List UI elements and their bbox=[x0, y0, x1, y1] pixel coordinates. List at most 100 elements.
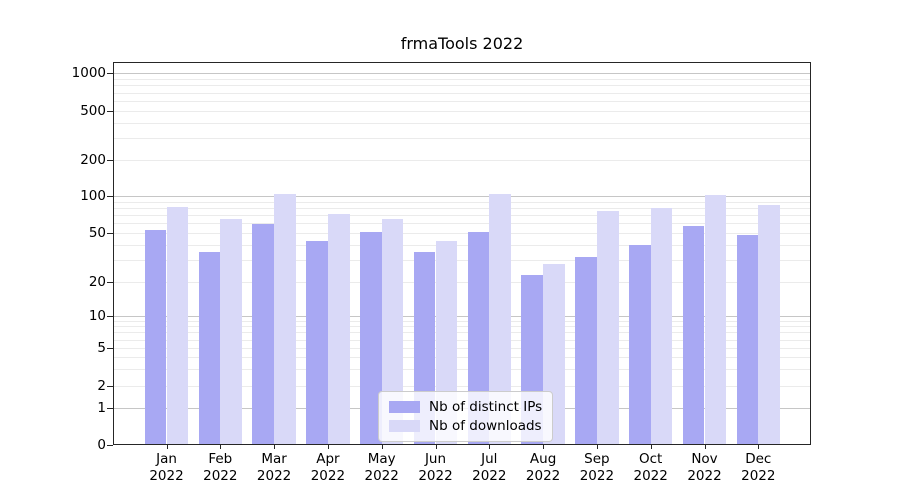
minor-gridline bbox=[113, 201, 811, 203]
major-gridline bbox=[113, 316, 811, 317]
x-tick-label: Oct 2022 bbox=[633, 451, 668, 484]
bar-downloads bbox=[166, 207, 189, 445]
bar-downloads bbox=[704, 195, 727, 445]
x-tick-label: Dec 2022 bbox=[741, 451, 776, 484]
legend: Nb of distinct IPs Nb of downloads bbox=[378, 391, 554, 442]
y-tick-mark bbox=[107, 445, 113, 446]
bar-downloads bbox=[327, 213, 350, 445]
minor-gridline bbox=[113, 386, 811, 387]
legend-item-distinct-ips: Nb of distinct IPs bbox=[389, 399, 542, 415]
minor-gridline bbox=[113, 357, 811, 359]
y-tick-mark bbox=[107, 196, 113, 197]
y-tick-label: 0 bbox=[97, 437, 106, 453]
bar-downloads bbox=[274, 194, 296, 445]
y-tick-mark bbox=[107, 160, 113, 161]
y-tick-label: 1000 bbox=[71, 65, 106, 81]
y-tick-mark bbox=[107, 282, 113, 283]
minor-gridline bbox=[113, 207, 811, 209]
x-tick-mark bbox=[220, 445, 222, 449]
x-tick-mark bbox=[758, 445, 760, 449]
x-tick-label: Aug 2022 bbox=[525, 451, 561, 484]
y-tick-mark bbox=[107, 407, 113, 409]
major-gridline bbox=[113, 196, 811, 197]
x-tick-mark bbox=[381, 445, 383, 449]
y-tick-label: 1 bbox=[97, 399, 106, 416]
x-tick-label: Sep 2022 bbox=[579, 451, 615, 484]
chart-title: frmaTools 2022 bbox=[400, 34, 524, 53]
y-tick-label: 10 bbox=[88, 308, 106, 324]
minor-gridline bbox=[113, 260, 811, 262]
minor-gridline bbox=[113, 223, 811, 225]
minor-gridline bbox=[113, 160, 811, 161]
bar-distinct-ips bbox=[629, 244, 651, 445]
x-tick-mark bbox=[166, 445, 168, 449]
y-tick-mark bbox=[107, 316, 113, 317]
legend-swatch-distinct-ips bbox=[389, 401, 420, 413]
y-tick-mark bbox=[107, 111, 113, 112]
y-tick-label: 100 bbox=[80, 188, 106, 204]
legend-label-distinct-ips: Nb of distinct IPs bbox=[429, 399, 543, 415]
minor-gridline bbox=[113, 101, 811, 102]
bar-distinct-ips bbox=[360, 231, 382, 445]
bar-downloads bbox=[381, 219, 404, 445]
y-tick-mark bbox=[107, 233, 113, 234]
x-tick-label: Jul 2022 bbox=[472, 451, 507, 484]
bar-distinct-ips bbox=[306, 241, 328, 445]
y-tick-mark bbox=[107, 348, 113, 349]
bar-downloads bbox=[596, 211, 619, 445]
minor-gridline bbox=[113, 85, 811, 87]
y-tick-label: 200 bbox=[80, 152, 106, 168]
minor-gridline bbox=[113, 138, 811, 140]
legend-label-downloads: Nb of downloads bbox=[429, 418, 542, 434]
minor-gridline bbox=[113, 332, 811, 334]
minor-gridline bbox=[113, 326, 811, 328]
minor-gridline bbox=[113, 92, 811, 94]
y-tick-label: 2 bbox=[97, 378, 106, 394]
minor-gridline bbox=[113, 369, 811, 371]
x-tick-mark bbox=[596, 445, 598, 449]
x-tick-label: Jan 2022 bbox=[149, 451, 184, 484]
bar-downloads bbox=[650, 207, 673, 445]
legend-item-downloads: Nb of downloads bbox=[389, 418, 542, 434]
bar-distinct-ips bbox=[736, 235, 759, 445]
y-tick-mark bbox=[107, 386, 113, 387]
minor-gridline bbox=[113, 339, 811, 341]
x-tick-label: Jun 2022 bbox=[418, 451, 453, 484]
bar-downloads bbox=[489, 194, 511, 445]
bar-downloads bbox=[220, 219, 242, 445]
x-tick-mark bbox=[274, 445, 276, 449]
x-tick-mark bbox=[650, 445, 652, 449]
minor-gridline bbox=[113, 78, 811, 80]
x-tick-mark bbox=[543, 445, 545, 449]
x-tick-mark bbox=[704, 445, 706, 449]
bar-distinct-ips bbox=[198, 252, 221, 445]
bar-distinct-ips bbox=[144, 229, 167, 445]
y-tick-label: 50 bbox=[88, 225, 106, 241]
bar-downloads bbox=[758, 204, 780, 445]
x-tick-label: Nov 2022 bbox=[687, 451, 722, 484]
y-tick-label: 20 bbox=[88, 274, 106, 290]
x-tick-mark bbox=[435, 445, 437, 449]
y-tick-label: 500 bbox=[80, 103, 106, 119]
bar-distinct-ips bbox=[682, 226, 705, 445]
x-tick-label: May 2022 bbox=[364, 451, 399, 484]
major-gridline bbox=[113, 73, 811, 74]
minor-gridline bbox=[113, 111, 811, 112]
bar-distinct-ips bbox=[575, 256, 597, 445]
legend-swatch-downloads bbox=[389, 420, 420, 432]
x-tick-label: Feb 2022 bbox=[203, 451, 238, 484]
plot-area bbox=[113, 62, 811, 445]
x-tick-label: Apr 2022 bbox=[310, 451, 346, 484]
minor-gridline bbox=[113, 215, 811, 217]
x-tick-mark bbox=[327, 445, 329, 449]
minor-gridline bbox=[113, 348, 811, 349]
minor-gridline bbox=[113, 320, 811, 322]
minor-gridline bbox=[113, 122, 811, 124]
x-tick-label: Mar 2022 bbox=[256, 451, 292, 484]
minor-gridline bbox=[113, 282, 811, 283]
y-tick-mark bbox=[107, 73, 113, 74]
minor-gridline bbox=[113, 244, 811, 246]
bar-distinct-ips bbox=[252, 224, 275, 445]
x-tick-mark bbox=[489, 445, 491, 449]
